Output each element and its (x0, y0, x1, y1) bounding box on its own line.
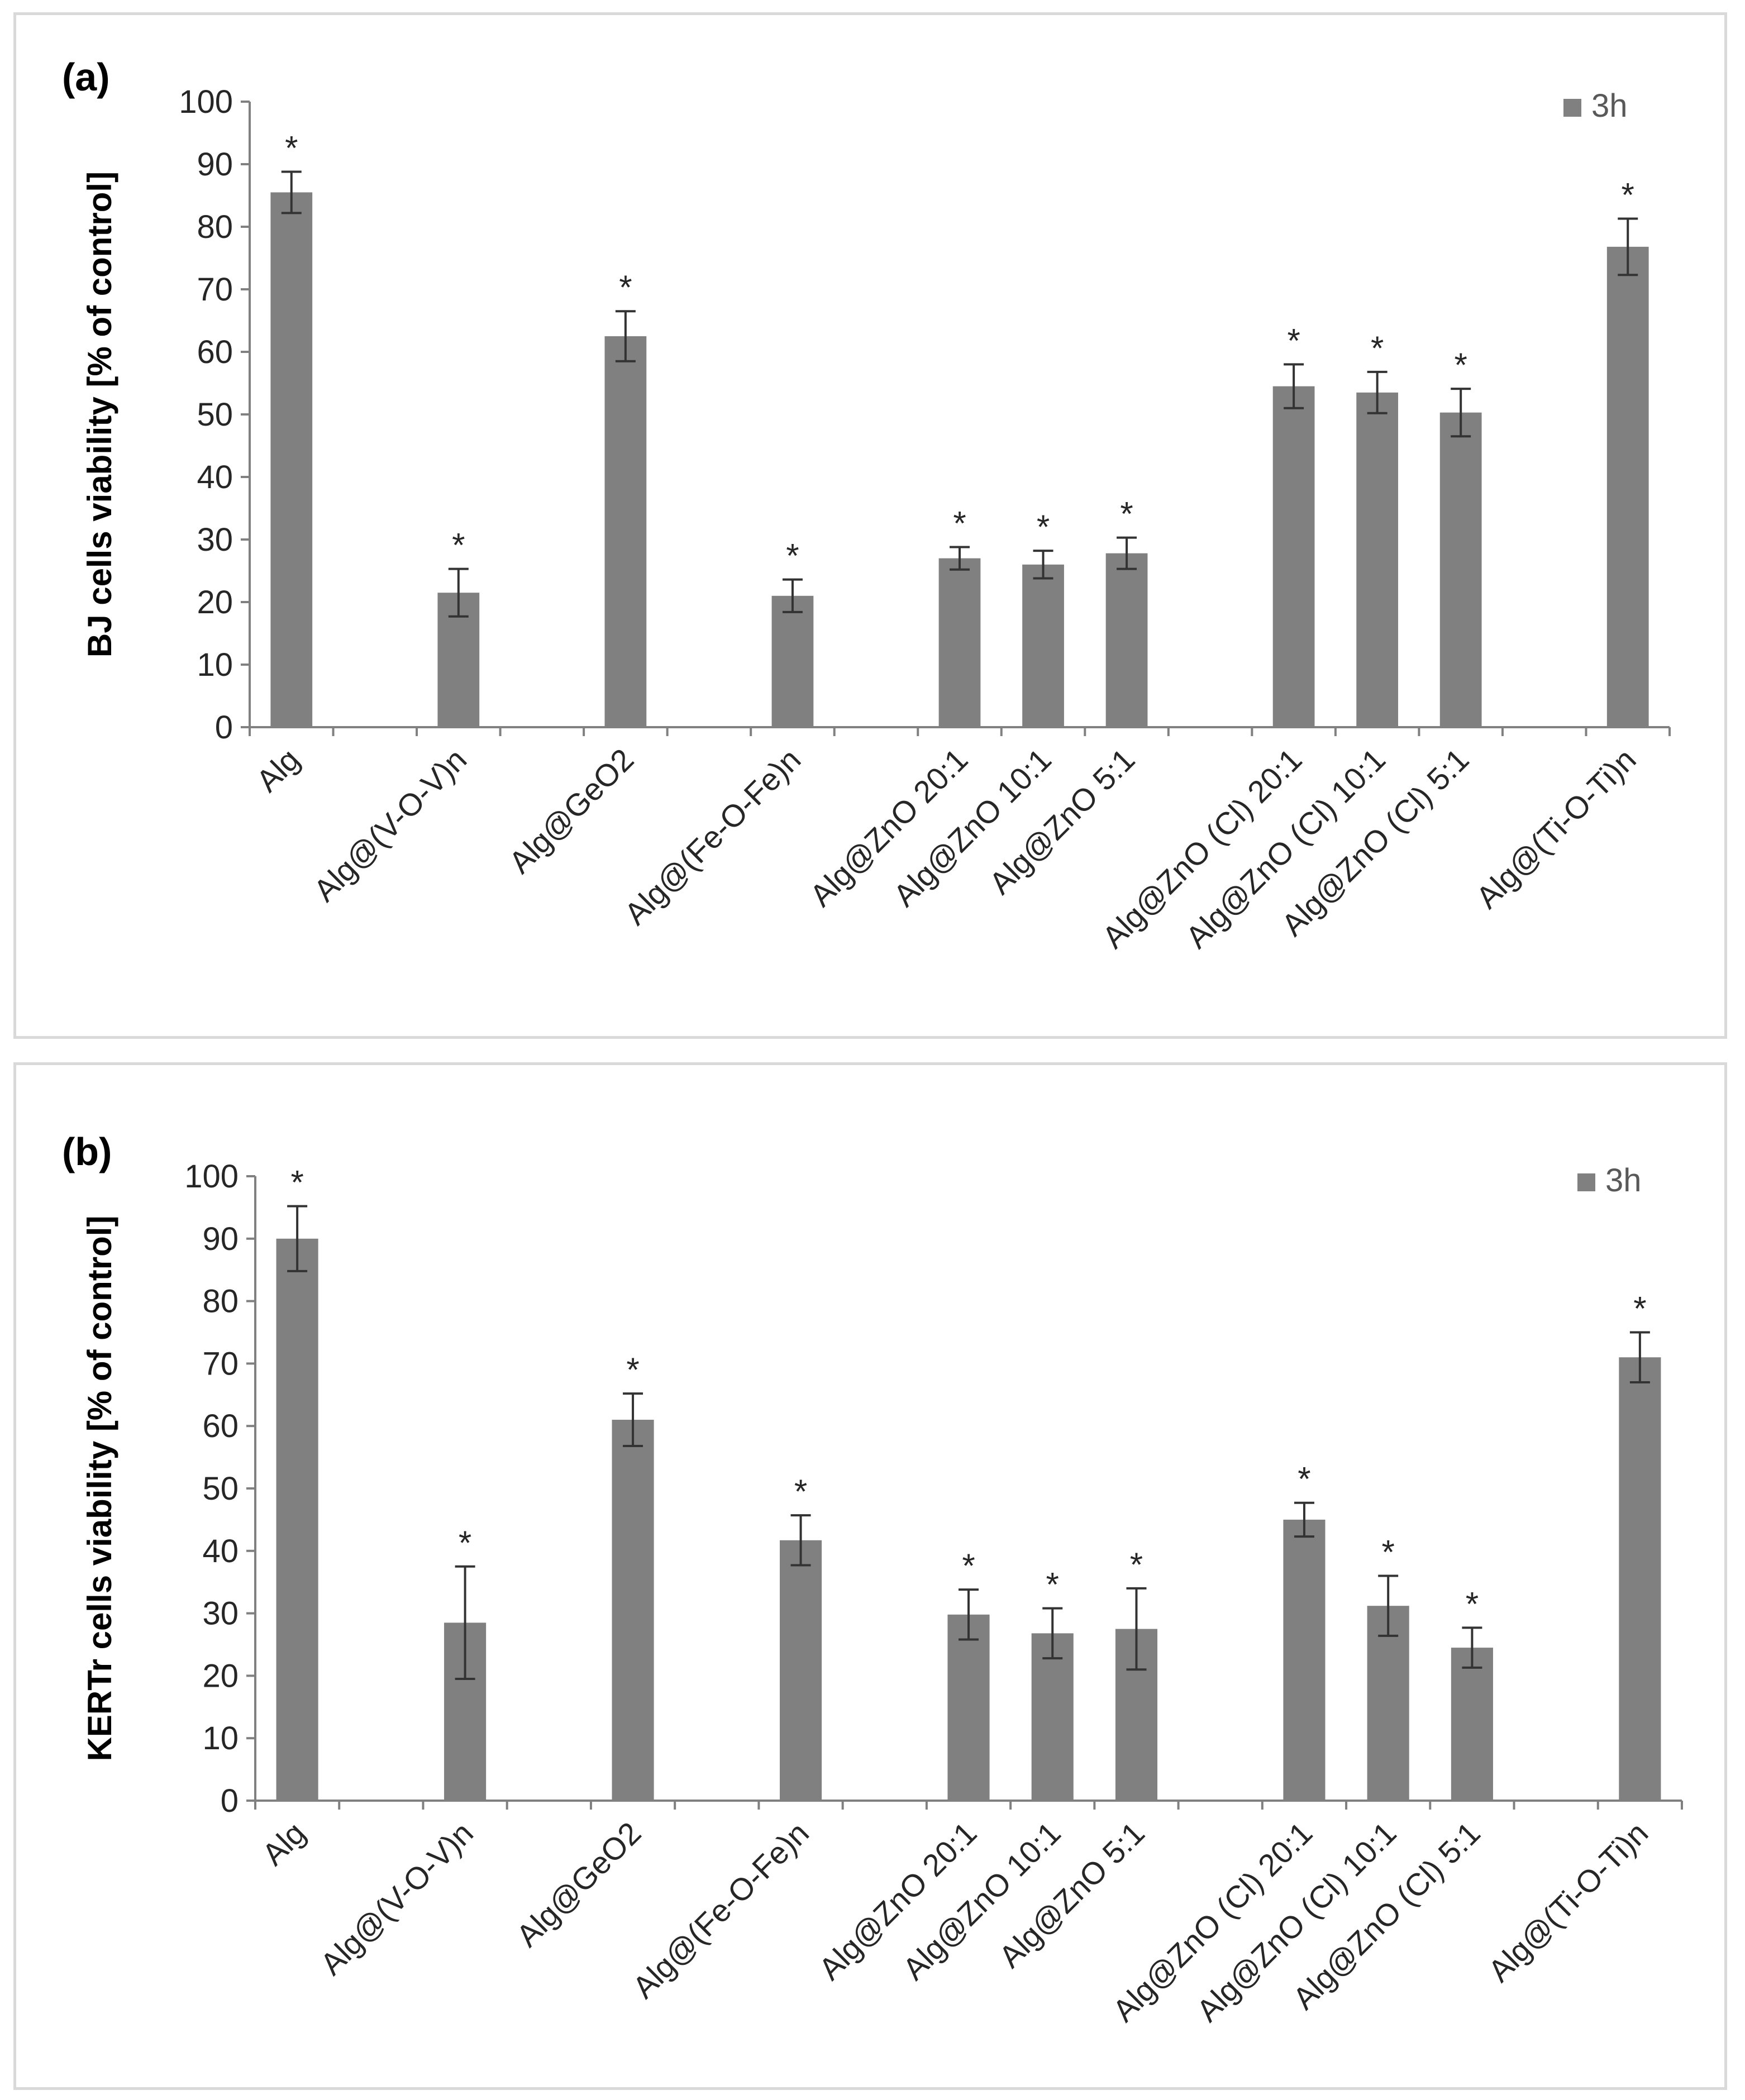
y-tick-label: 70 (202, 1345, 239, 1382)
legend-swatch (1577, 1173, 1595, 1191)
panel-tag: (b) (62, 1130, 112, 1173)
y-tick-label: 0 (215, 709, 233, 746)
significance-star: * (962, 1547, 975, 1584)
bar (947, 1614, 990, 1801)
y-tick-label: 0 (221, 1783, 239, 1819)
y-tick-label: 40 (202, 1533, 239, 1569)
bar (604, 336, 647, 727)
bar (1356, 392, 1399, 727)
chart-a: (a) BJ cells viability [% of control] 0 10 2… (62, 55, 1671, 955)
significance-star: * (1130, 1546, 1143, 1583)
y-tick-label: 50 (197, 397, 233, 433)
significance-star: * (290, 1164, 303, 1201)
legend-label: 3h (1605, 1162, 1642, 1199)
bar (1367, 1606, 1409, 1801)
y-axis-label: BJ cells viability [% of control] (81, 171, 118, 657)
y-tick-label: 40 (197, 459, 233, 495)
bar (771, 595, 814, 727)
x-category-label: Alg@(Fe-O-Fe)n (626, 1815, 816, 2005)
bar (779, 1540, 822, 1801)
y-tick-label: 100 (179, 84, 233, 120)
x-category-label: Alg (255, 1815, 312, 1872)
bar (612, 1420, 654, 1801)
bar (1283, 1519, 1326, 1801)
significance-star: * (626, 1351, 639, 1388)
x-category-label: Alg@(Fe-O-Fe)n (617, 742, 807, 932)
bar (1031, 1633, 1074, 1801)
bar (1451, 1648, 1493, 1801)
panel-tag: (a) (62, 55, 110, 99)
x-category-label: Alg@(Ti-O-Ti)n (1469, 742, 1643, 915)
bar (1619, 1357, 1661, 1801)
y-tick-label: 90 (202, 1221, 239, 1257)
y-tick-label: 90 (197, 146, 233, 183)
significance-star: * (794, 1473, 807, 1510)
y-tick-label: 60 (202, 1408, 239, 1444)
bar (270, 192, 313, 727)
x-category-label: Alg@GeO2 (509, 1815, 648, 1954)
x-category-label: Alg@(V-O-V)n (313, 1815, 480, 1982)
y-tick-label: 20 (202, 1658, 239, 1694)
significance-star: * (459, 1524, 471, 1562)
significance-star: * (619, 269, 632, 306)
significance-star: * (786, 537, 799, 575)
significance-star: * (1381, 1534, 1394, 1571)
y-tick-label: 100 (184, 1158, 239, 1195)
significance-star: * (1454, 346, 1467, 384)
y-tick-label: 30 (202, 1596, 239, 1632)
legend-label: 3h (1591, 88, 1628, 124)
x-category-label: Alg@ZnO 5:1 (992, 1815, 1151, 1974)
y-tick-label: 10 (197, 647, 233, 683)
significance-star: * (1466, 1585, 1479, 1622)
bar (1439, 412, 1482, 727)
significance-star: * (1120, 495, 1133, 533)
x-category-label: Alg@(Ti-O-Ti)n (1481, 1815, 1655, 1989)
y-tick-label: 20 (197, 584, 233, 621)
significance-star: * (1046, 1566, 1059, 1603)
legend-swatch (1563, 99, 1581, 117)
bar (1272, 386, 1315, 727)
significance-star: * (1287, 322, 1300, 359)
y-tick-label: 10 (202, 1720, 239, 1757)
panel-a: (a) BJ cells viability [% of control] 0 10 2… (13, 12, 1727, 1039)
x-category-label: Alg@(V-O-V)n (307, 742, 473, 908)
y-tick-label: 80 (197, 209, 233, 245)
significance-star: * (1633, 1290, 1646, 1328)
chart-b: (b) KERTr cells viability [% of control] 0… (62, 1130, 1683, 2029)
y-tick-label: 50 (202, 1471, 239, 1507)
significance-star: * (1371, 330, 1384, 367)
panel-b: (b) KERTr cells viability [% of control] 0… (13, 1062, 1727, 2090)
significance-star: * (285, 129, 298, 166)
y-tick-label: 80 (202, 1283, 239, 1320)
bar (938, 558, 981, 727)
y-axis-label: KERTr cells viability [% of control] (81, 1216, 118, 1762)
bar (1022, 564, 1064, 727)
x-category-label: Alg@GeO2 (502, 742, 641, 880)
significance-star: * (1298, 1461, 1310, 1498)
x-category-label: Alg (249, 742, 306, 799)
significance-star: * (452, 527, 465, 564)
bar (1105, 553, 1148, 727)
significance-star: * (953, 504, 966, 542)
significance-star: * (1622, 176, 1634, 213)
y-tick-label: 30 (197, 522, 233, 558)
bar (1606, 246, 1649, 728)
significance-star: * (1037, 508, 1050, 546)
x-category-label: Alg@ZnO 5:1 (983, 742, 1142, 901)
y-tick-label: 60 (197, 334, 233, 370)
bar (276, 1238, 318, 1801)
y-tick-label: 70 (197, 271, 233, 308)
